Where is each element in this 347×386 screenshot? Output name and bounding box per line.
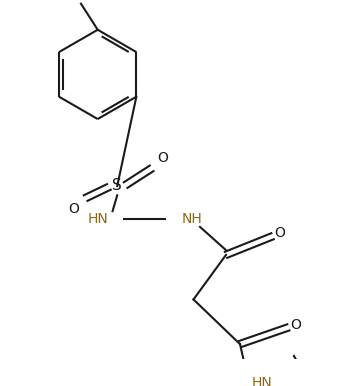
Text: O: O (274, 227, 286, 240)
Text: O: O (68, 202, 79, 216)
Text: NH: NH (181, 212, 202, 227)
Text: S: S (112, 178, 122, 193)
Text: O: O (290, 318, 301, 332)
Text: O: O (158, 151, 168, 165)
Text: HN: HN (251, 376, 272, 386)
Text: HN: HN (88, 212, 109, 227)
